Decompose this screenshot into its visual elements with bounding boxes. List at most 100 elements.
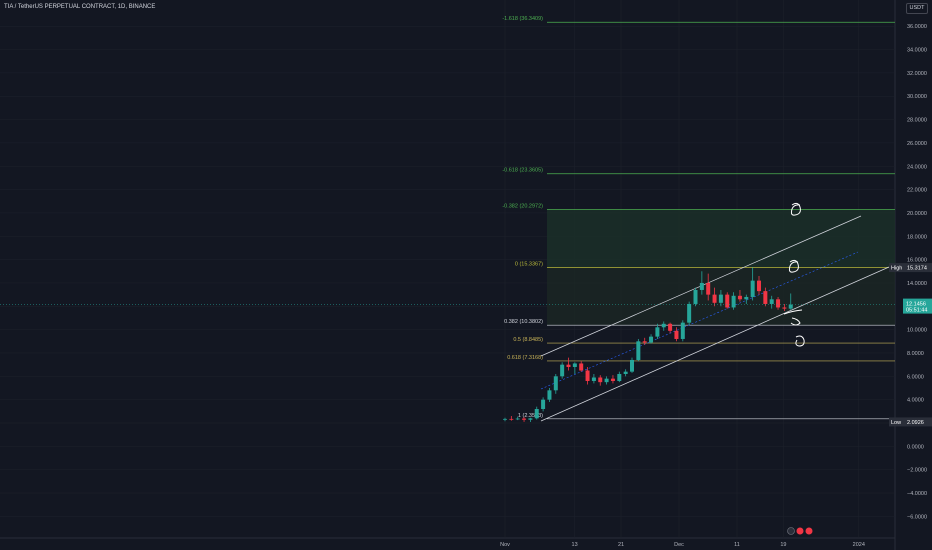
- candle-body[interactable]: [617, 373, 622, 381]
- candle-body[interactable]: [725, 294, 730, 308]
- price-tick-label: 30.0000: [907, 94, 927, 100]
- fib-level-label: 1 (2.3583): [518, 413, 543, 419]
- price-tick-label: 18.0000: [907, 234, 927, 240]
- candle-body[interactable]: [630, 359, 634, 372]
- candle-body[interactable]: [642, 341, 647, 343]
- candle-body[interactable]: [541, 399, 546, 409]
- price-tick-label: −4.0000: [907, 491, 927, 497]
- price-tick-label: 0.0000: [907, 444, 924, 450]
- channel-mid-line[interactable]: [540, 251, 859, 390]
- last-price-value: 12.1456: [906, 302, 926, 308]
- time-tick-label: 21: [618, 542, 624, 548]
- fib-level-label: 0 (15.3367): [515, 261, 543, 267]
- candle-body[interactable]: [636, 341, 641, 360]
- symbol-title[interactable]: TIA / TetherUS PERPETUAL CONTRACT, 1D, B…: [4, 4, 156, 10]
- drawing-support-mark[interactable]: [783, 309, 803, 326]
- channel-lower-line[interactable]: [540, 266, 890, 422]
- candle-body[interactable]: [522, 418, 527, 420]
- candle-body[interactable]: [674, 330, 679, 339]
- drawing-target-lower[interactable]: [795, 335, 805, 347]
- price-tick-label: 28.0000: [907, 118, 927, 124]
- candle-body[interactable]: [503, 418, 507, 420]
- event-icon[interactable]: [787, 527, 795, 535]
- candle-body[interactable]: [750, 280, 755, 297]
- candle-body[interactable]: [788, 304, 793, 309]
- price-tick-label: 8.0000: [907, 351, 924, 357]
- candle-body[interactable]: [693, 289, 698, 304]
- candle-body[interactable]: [680, 322, 685, 339]
- candle-body[interactable]: [579, 363, 584, 371]
- candle-body[interactable]: [572, 363, 577, 367]
- fib-level-label: -0.618 (23.3605): [502, 168, 543, 174]
- candle-body[interactable]: [509, 418, 514, 420]
- candle-body[interactable]: [566, 364, 571, 367]
- candle-body[interactable]: [687, 303, 692, 323]
- candle-body[interactable]: [534, 408, 539, 419]
- candle-body[interactable]: [655, 327, 660, 337]
- low-tag-label: Low: [891, 420, 901, 426]
- high-tag-value: 15.3174: [907, 266, 927, 272]
- price-tick-label: −6.0000: [907, 514, 927, 520]
- candle-body[interactable]: [585, 370, 590, 381]
- candle-body[interactable]: [763, 291, 768, 304]
- high-tag-label: High: [891, 266, 902, 272]
- last-price-tag[interactable]: [903, 298, 932, 314]
- earnings-icon[interactable]: [796, 527, 804, 535]
- currency-selector[interactable]: USDT: [906, 3, 928, 14]
- fib-zone-upper: [547, 209, 895, 268]
- candle-body[interactable]: [610, 378, 615, 381]
- time-tick-label: Nov: [500, 542, 510, 548]
- dividend-icon[interactable]: [805, 527, 813, 535]
- low-tag-value: 2.0926: [907, 420, 924, 426]
- drawing-target-mid[interactable]: [788, 259, 799, 273]
- fib-level-label: -0.382 (20.2972): [502, 203, 543, 209]
- time-tick-label: Dec: [674, 542, 684, 548]
- candle-body[interactable]: [553, 376, 558, 391]
- candle-body[interactable]: [591, 377, 596, 381]
- price-tick-label: 22.0000: [907, 188, 927, 194]
- candle-body[interactable]: [668, 323, 673, 331]
- price-tick-label: 14.0000: [907, 281, 927, 287]
- low-tag-bg: [889, 417, 932, 427]
- fib-level-label: 0.5 (8.8485): [513, 337, 543, 343]
- candle-body[interactable]: [560, 364, 565, 377]
- price-tick-label: 32.0000: [907, 71, 927, 77]
- price-tick-label: −2.0000: [907, 468, 927, 474]
- candle-body[interactable]: [598, 377, 603, 383]
- price-tick-label: 6.0000: [907, 374, 924, 380]
- candle-body[interactable]: [712, 294, 717, 303]
- candle-body[interactable]: [649, 336, 654, 343]
- price-tick-label: 20.0000: [907, 211, 927, 217]
- fib-level-label: 0.618 (7.3168): [507, 355, 543, 361]
- candle-body[interactable]: [769, 299, 774, 304]
- candle-body[interactable]: [718, 294, 723, 303]
- candle-body[interactable]: [776, 299, 781, 308]
- high-tag-bg: [889, 263, 932, 273]
- candle-body[interactable]: [706, 282, 711, 295]
- time-tick-label: 13: [572, 542, 578, 548]
- time-tick-label: 19: [780, 542, 786, 548]
- price-tick-label: 36.0000: [907, 24, 927, 30]
- drawing-target-upper[interactable]: [790, 202, 801, 216]
- candle-body[interactable]: [737, 295, 742, 300]
- candle-body[interactable]: [661, 323, 666, 328]
- candle-body[interactable]: [528, 418, 533, 420]
- candle-body[interactable]: [731, 295, 736, 308]
- price-tick-label: 4.0000: [907, 398, 924, 404]
- bar-countdown: 05:51:44: [906, 308, 927, 314]
- time-tick-label: 2024: [853, 542, 865, 548]
- candle-body[interactable]: [547, 390, 552, 400]
- price-tick-label: 24.0000: [907, 164, 927, 170]
- candle-body[interactable]: [604, 378, 609, 383]
- price-tick-label: 26.0000: [907, 141, 927, 147]
- time-tick-label: 11: [734, 542, 740, 548]
- candle-body[interactable]: [699, 282, 704, 290]
- candle-body[interactable]: [623, 371, 628, 374]
- candle-body[interactable]: [515, 418, 520, 420]
- candle-body[interactable]: [782, 307, 787, 309]
- candle-body[interactable]: [744, 296, 749, 300]
- fib-level-label: -1.618 (36.3409): [502, 16, 543, 22]
- candle-body[interactable]: [757, 280, 761, 292]
